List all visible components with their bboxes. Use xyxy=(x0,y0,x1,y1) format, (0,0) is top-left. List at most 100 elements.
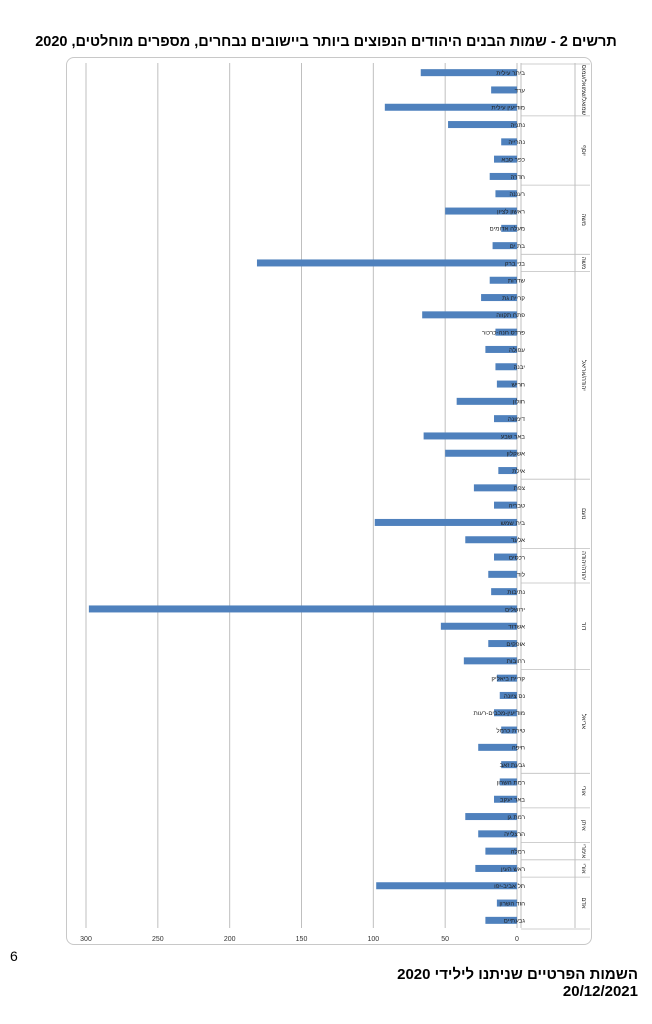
group-label: איתן xyxy=(580,820,586,831)
category-label: יבנה xyxy=(513,364,525,371)
bar xyxy=(488,640,517,648)
category-label: בית שמש xyxy=(501,520,526,527)
category-label: דימונה xyxy=(508,416,526,423)
bar xyxy=(456,397,517,405)
bar xyxy=(499,778,517,786)
group-label: משה xyxy=(580,257,586,269)
category-label: רמת גן xyxy=(507,814,525,821)
bar xyxy=(440,622,517,630)
category-label: רמת השרון xyxy=(497,779,525,786)
x-tick-label: 50 xyxy=(441,936,449,943)
bar xyxy=(481,294,517,302)
category-label: חיפה xyxy=(512,745,525,752)
category-label: ירושלים xyxy=(505,605,525,613)
category-label: לוד xyxy=(517,571,525,579)
x-tick-label: 0 xyxy=(515,936,519,943)
bar xyxy=(494,501,517,509)
bar xyxy=(475,864,517,872)
bar-chart: 300 250 200 150 100 50 0 ביתר עילית ערד מודיעין ע… xyxy=(80,63,590,943)
category-label: ביתר עילית xyxy=(496,69,525,77)
bar xyxy=(499,691,517,699)
bar xyxy=(465,536,517,544)
bar xyxy=(495,190,517,198)
group-label: אריאל xyxy=(580,714,588,730)
category-label: ערד xyxy=(515,87,526,94)
group-label: אורי xyxy=(580,863,586,873)
category-label: פרדס חנה-כרכור xyxy=(482,329,525,336)
category-label: נתניה xyxy=(511,122,526,129)
group-label: יהודה/יהודה xyxy=(580,551,586,581)
category-label: הרצלייה xyxy=(504,830,525,838)
bar xyxy=(445,449,517,457)
bar xyxy=(420,69,517,77)
category-label: גבעתיים xyxy=(504,918,526,925)
x-tick-label: 100 xyxy=(367,936,379,943)
chart-title: תרשים 2 - שמות הבנים היהודים הנפוצים ביו… xyxy=(35,34,617,50)
category-label: שדרות xyxy=(508,278,526,285)
bar xyxy=(495,363,517,371)
category-label: אילת xyxy=(512,467,525,475)
bar xyxy=(256,259,517,267)
bar xyxy=(496,899,517,907)
bar xyxy=(501,726,517,734)
bar xyxy=(465,813,517,821)
category-label: ראשון לציון xyxy=(497,207,525,215)
group-label: אורי xyxy=(580,786,586,796)
category-label: הוד השרון xyxy=(499,900,525,907)
bar xyxy=(496,674,517,682)
bar xyxy=(485,916,517,924)
footer-title: השמות הפרטיים שניתנו לילידי 2020 xyxy=(397,966,638,983)
category-label: בת ים xyxy=(510,243,526,250)
bar xyxy=(376,882,517,890)
bar xyxy=(501,761,517,769)
x-tick-label: 250 xyxy=(152,936,164,943)
bar xyxy=(384,103,517,111)
category-label: עפולה xyxy=(509,346,525,354)
category-label: גבעת זאב xyxy=(500,762,526,769)
bar xyxy=(494,709,517,717)
chart-frame: 300 250 200 150 100 50 0 ביתר עילית ערד מודיעין ע… xyxy=(66,57,592,945)
category-label: חריש xyxy=(511,381,525,388)
bar xyxy=(496,380,517,388)
bar xyxy=(498,467,517,475)
category-label: קריית ביאליק xyxy=(491,674,525,682)
bar xyxy=(501,138,517,146)
category-label: פתח תקווה xyxy=(496,312,525,319)
bar xyxy=(488,570,517,578)
category-label: אופקים xyxy=(506,641,525,648)
category-label: באר שבע xyxy=(501,433,526,440)
footer: השמות הפרטיים שניתנו לילידי 2020 20/12/2… xyxy=(397,966,638,1000)
group-label: יהודה/אריאל xyxy=(580,360,588,391)
bar xyxy=(494,155,517,163)
category-label: אשקלון xyxy=(507,450,526,458)
bar xyxy=(423,432,517,440)
category-label: כפר סבא xyxy=(501,156,525,163)
group-label: אדם xyxy=(580,898,586,909)
group-label: שמואל/שמואל/עמוס xyxy=(580,65,588,116)
category-label: מודיעין עילית xyxy=(491,104,525,112)
bar xyxy=(485,847,517,855)
x-tick-label: 150 xyxy=(296,936,308,943)
x-tick-label: 200 xyxy=(224,936,236,943)
bar xyxy=(445,207,517,215)
bar xyxy=(491,86,517,94)
bar xyxy=(478,830,517,838)
category-label: חדרה xyxy=(510,174,525,181)
bar xyxy=(491,588,517,596)
group-label: משה xyxy=(580,214,586,226)
x-tick-label: 300 xyxy=(80,936,92,943)
category-label: אלעד xyxy=(511,536,525,544)
category-label: רכסים xyxy=(509,554,525,561)
bar xyxy=(478,743,517,751)
category-label: נהרייה xyxy=(508,139,525,146)
bar xyxy=(422,311,517,319)
category-label: באר יעקב xyxy=(500,797,525,804)
group-label: נועם xyxy=(580,508,586,519)
group-label: יוסף xyxy=(580,145,586,156)
category-label: חולון xyxy=(513,398,525,406)
bar xyxy=(501,224,517,232)
bar xyxy=(374,518,517,526)
category-label: טבריה xyxy=(509,502,525,509)
category-label: רעננה xyxy=(509,191,525,198)
category-label: צפת xyxy=(514,485,526,492)
